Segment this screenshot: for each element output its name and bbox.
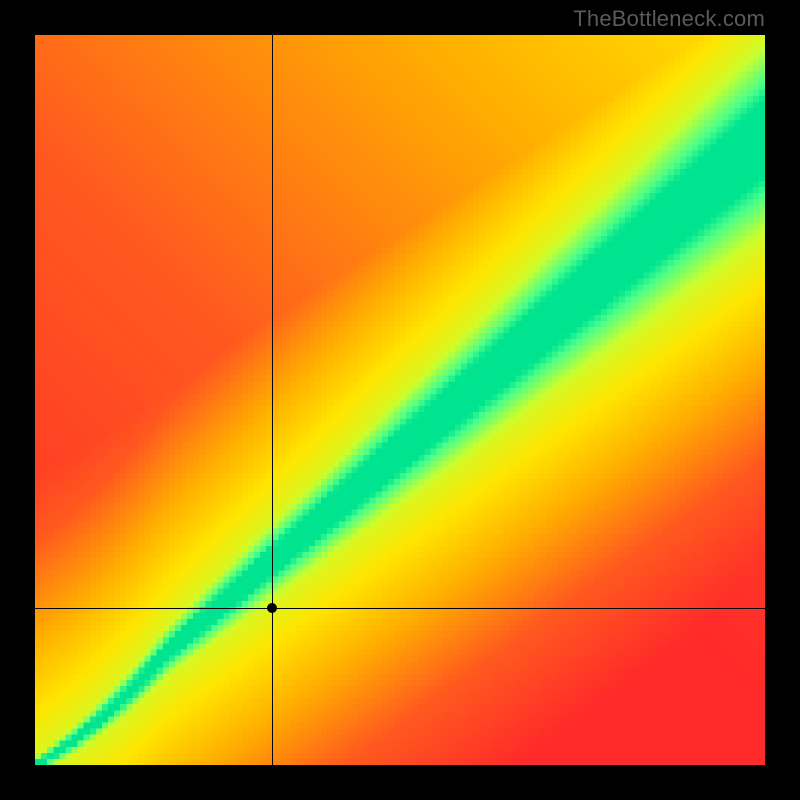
crosshair-marker-dot <box>267 603 277 613</box>
watermark-text: TheBottleneck.com <box>573 6 765 32</box>
heatmap-plot-area <box>35 35 765 765</box>
crosshair-horizontal-line <box>35 608 765 609</box>
crosshair-vertical-line <box>272 35 273 765</box>
bottleneck-heatmap-canvas <box>35 35 765 765</box>
